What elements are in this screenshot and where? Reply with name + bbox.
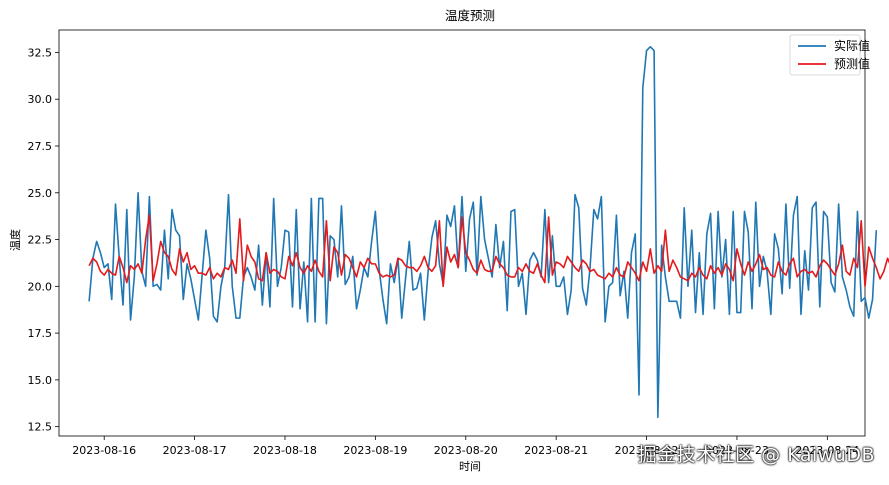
y-tick-label: 22.5 — [28, 234, 53, 247]
y-tick-label: 15.0 — [28, 374, 53, 387]
x-tick-label: 2023-08-19 — [343, 444, 407, 457]
x-tick-label: 2023-08-22 — [615, 444, 679, 457]
y-tick-label: 27.5 — [28, 140, 53, 153]
legend-label-predicted: 预测值 — [834, 56, 870, 71]
plot-frame — [58, 29, 866, 437]
y-tick-label: 17.5 — [28, 327, 53, 340]
series-line-predicted — [88, 214, 889, 288]
y-axis: 12.5 15.0 17.5 20.0 22.5 25.0 27.5 30.0 32.5 — [28, 46, 59, 434]
legend-label-actual: 实际值 — [834, 38, 870, 53]
x-tick-label: 2023-08-24 — [795, 444, 859, 457]
watermark-text: 掘金技术社区 @ KaiwuDB — [637, 444, 875, 466]
x-tick-label: 2023-08-20 — [434, 444, 498, 457]
x-axis-label: 时间 — [459, 460, 481, 473]
x-tick-label: 2023-08-23 — [705, 444, 769, 457]
y-tick-label: 12.5 — [28, 421, 53, 434]
y-tick-label: 30.0 — [28, 93, 53, 106]
series-lines — [88, 46, 889, 419]
x-tick-label: 2023-08-16 — [72, 444, 136, 457]
y-tick-label: 32.5 — [28, 46, 53, 59]
x-tick-label: 2023-08-21 — [524, 444, 588, 457]
y-axis-label: 温度 — [8, 229, 22, 251]
y-tick-label: 25.0 — [28, 187, 53, 200]
x-tick-label: 2023-08-18 — [253, 444, 317, 457]
x-tick-label: 2023-08-17 — [163, 444, 227, 457]
y-tick-label: 20.0 — [28, 280, 53, 293]
x-axis: 2023-08-16 2023-08-17 2023-08-18 2023-08-19… — [72, 436, 859, 457]
chart-title: 温度预测 — [445, 8, 495, 23]
legend: 实际值 预测值 — [789, 34, 870, 76]
legend-box — [789, 34, 861, 76]
series-line-actual — [88, 46, 878, 419]
